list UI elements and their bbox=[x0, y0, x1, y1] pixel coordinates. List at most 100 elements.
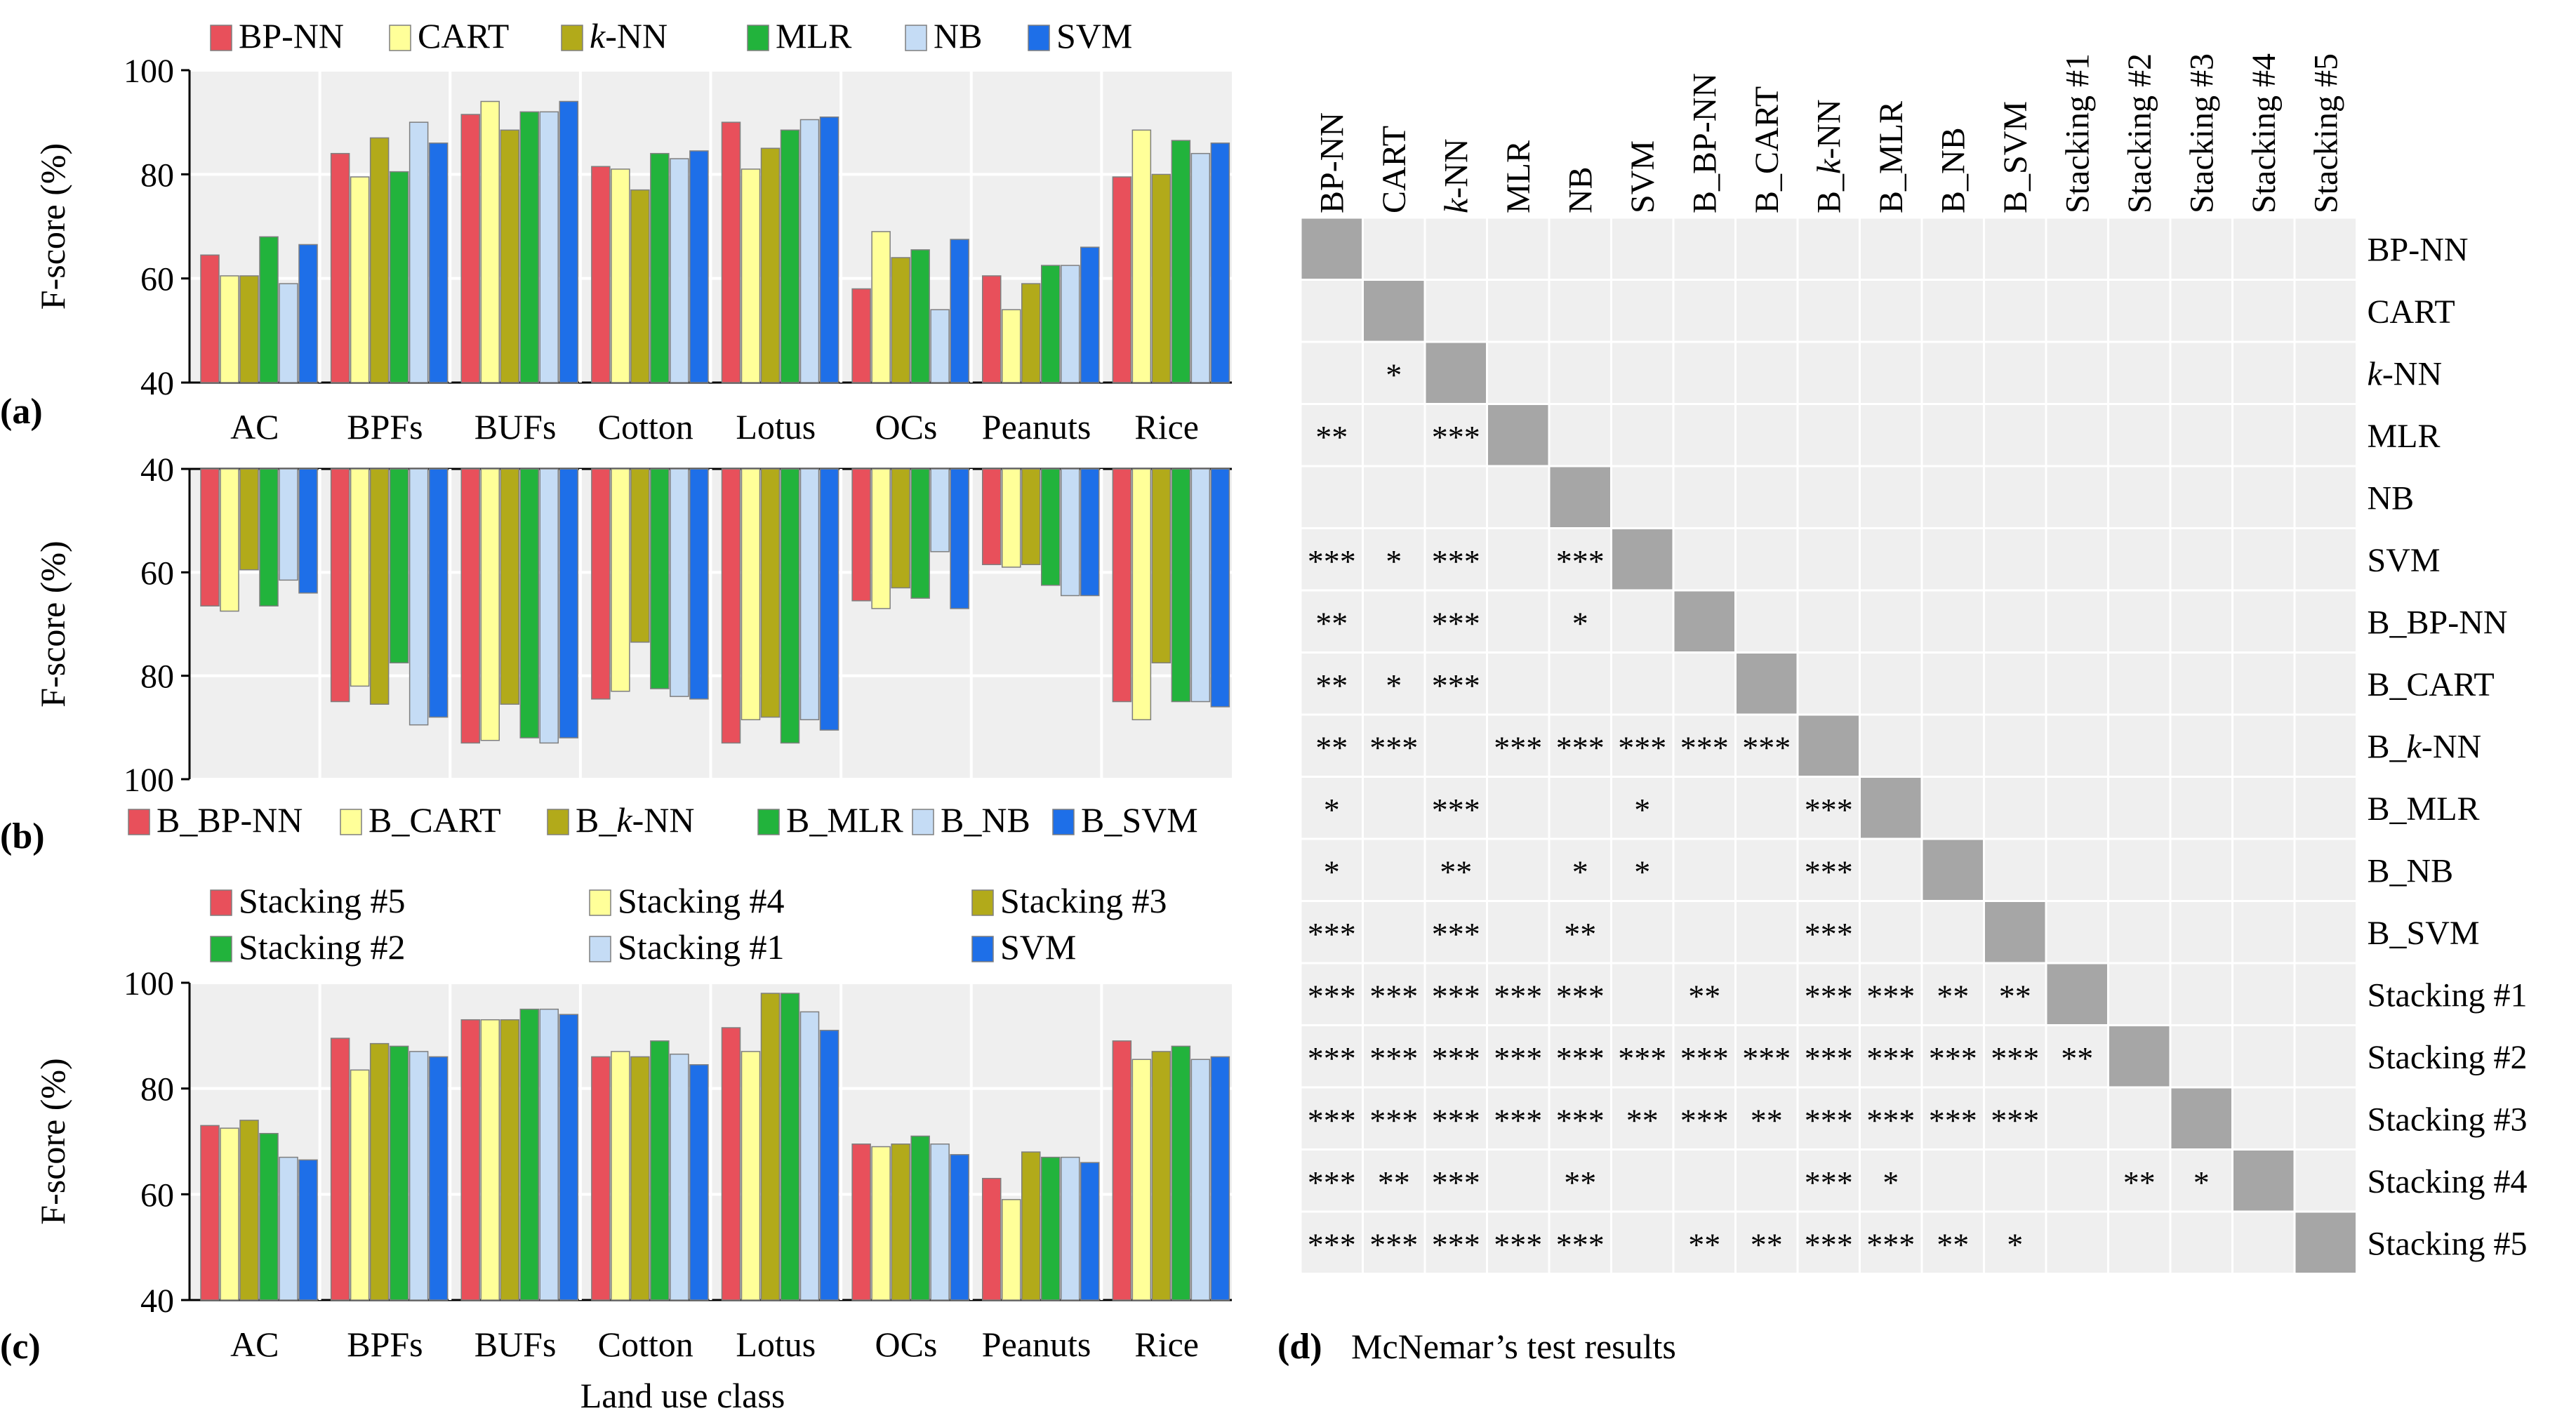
matrix-cell bbox=[1548, 713, 1612, 778]
matrix-cell bbox=[1610, 1148, 1675, 1213]
matrix-diagonal-cell bbox=[1362, 279, 1426, 343]
significance-mark: *** bbox=[1805, 792, 1853, 828]
bar bbox=[1041, 468, 1061, 586]
matrix-cell bbox=[2293, 527, 2358, 592]
matrix-cell bbox=[2169, 776, 2233, 840]
matrix-cell bbox=[1486, 216, 1551, 281]
matrix-cell bbox=[1672, 776, 1737, 840]
matrix-row-label: SVM bbox=[2368, 542, 2441, 579]
bar bbox=[910, 468, 930, 599]
matrix-cell bbox=[2107, 900, 2172, 965]
matrix-row-label: Stacking #3 bbox=[2368, 1101, 2528, 1138]
bar bbox=[1080, 246, 1100, 383]
matrix-diagonal-cell bbox=[2045, 962, 2109, 1026]
x-tick-label: BPFs bbox=[347, 1325, 423, 1364]
bar bbox=[1131, 1059, 1152, 1301]
matrix-cell bbox=[2045, 1086, 2109, 1151]
matrix-cell bbox=[1983, 1024, 2047, 1089]
bar bbox=[409, 121, 429, 383]
matrix-cell bbox=[1548, 1024, 1612, 1089]
bar bbox=[480, 1019, 500, 1301]
bar bbox=[539, 468, 559, 744]
panel-label-b: (b) bbox=[0, 816, 45, 856]
matrix-cell bbox=[1796, 279, 1861, 343]
bar bbox=[1021, 1151, 1041, 1301]
y-tick-label: 60 bbox=[140, 261, 174, 298]
y-tick-label: 80 bbox=[140, 658, 174, 696]
bar bbox=[1112, 468, 1132, 703]
matrix-cell bbox=[1486, 713, 1551, 778]
legend-swatch bbox=[547, 809, 569, 835]
matrix-cell bbox=[1610, 216, 1675, 281]
y-tick-label: 100 bbox=[124, 53, 174, 90]
bar bbox=[982, 468, 1002, 566]
bar bbox=[851, 288, 871, 383]
legend-entry: BP-NN bbox=[239, 16, 344, 55]
bar bbox=[741, 1051, 761, 1301]
y-tick-label: 40 bbox=[140, 1282, 174, 1320]
matrix-cell bbox=[1920, 651, 1985, 716]
bar bbox=[1171, 468, 1191, 703]
matrix-cell bbox=[1486, 837, 1551, 902]
significance-mark: *** bbox=[1308, 1102, 1356, 1138]
bar bbox=[799, 468, 820, 721]
matrix-cell bbox=[1920, 403, 1985, 468]
matrix-cell bbox=[1796, 216, 1861, 281]
bar bbox=[350, 1069, 370, 1301]
y-tick-label: 40 bbox=[140, 451, 174, 489]
legend-swatch bbox=[561, 25, 583, 51]
matrix-cell bbox=[2293, 340, 2358, 405]
legend-swatch bbox=[210, 25, 232, 51]
bar bbox=[428, 1056, 449, 1301]
significance-mark: ** bbox=[1937, 1226, 1969, 1262]
significance-mark: ** bbox=[1688, 1226, 1720, 1262]
matrix-cell bbox=[1548, 340, 1612, 405]
mcnemar-matrix-panel: *** ****** * *** ***** *** *** * ***** *** *** *** *… bbox=[1299, 53, 2528, 1275]
bar bbox=[220, 275, 239, 383]
matrix-cell bbox=[1672, 527, 1737, 592]
matrix-row-label: CART bbox=[2368, 293, 2455, 331]
bar bbox=[650, 468, 670, 689]
matrix-cell bbox=[1734, 962, 1799, 1026]
significance-mark: * bbox=[2193, 1165, 2210, 1200]
bar bbox=[1041, 1156, 1061, 1301]
significance-mark: *** bbox=[1432, 1226, 1480, 1262]
bar bbox=[1002, 309, 1021, 383]
significance-mark: *** bbox=[1556, 543, 1605, 579]
bar bbox=[279, 468, 298, 581]
matrix-cell bbox=[2045, 900, 2109, 965]
legend-swatch bbox=[389, 25, 411, 51]
bar bbox=[500, 468, 519, 705]
bar bbox=[559, 468, 578, 738]
significance-mark: *** bbox=[1556, 729, 1605, 765]
matrix-cell bbox=[2107, 340, 2172, 405]
matrix-cell bbox=[1299, 465, 1364, 529]
bar bbox=[741, 468, 761, 721]
significance-mark: ** bbox=[1626, 1102, 1659, 1138]
significance-mark: *** bbox=[1432, 605, 1480, 641]
legend-entry: k-NN bbox=[590, 16, 668, 55]
bar bbox=[559, 1014, 578, 1301]
matrix-cell bbox=[1796, 527, 1861, 592]
matrix-cell bbox=[2045, 837, 2109, 902]
significance-mark: *** bbox=[1805, 978, 1853, 1014]
matrix-cell bbox=[1362, 403, 1426, 468]
chart-panel-b: 40 60 80 100 F-score (%) B_BP-NN B_CART B_k-NN B… bbox=[33, 451, 1232, 840]
matrix-cell bbox=[1859, 962, 1923, 1026]
matrix-cell bbox=[1610, 651, 1675, 716]
matrix-cell bbox=[1734, 216, 1799, 281]
x-tick-label: AC bbox=[230, 1325, 279, 1364]
significance-mark: * bbox=[1386, 543, 1402, 579]
matrix-cell bbox=[2045, 1148, 2109, 1213]
matrix-cell bbox=[2293, 776, 2358, 840]
matrix-cell bbox=[2293, 900, 2358, 965]
matrix-cell bbox=[1734, 837, 1799, 902]
significance-mark: *** bbox=[1308, 1226, 1356, 1262]
matrix-cell bbox=[1362, 1148, 1426, 1213]
matrix-cell bbox=[1362, 900, 1426, 965]
matrix-cell bbox=[2231, 776, 2296, 840]
matrix-cell bbox=[1983, 216, 2047, 281]
significance-mark: ** bbox=[1315, 729, 1348, 765]
matrix-cell bbox=[1610, 403, 1675, 468]
chart-panel-a: 40 60 80 100 F-score (%) AC BPFs BUFs Cotton Lotu… bbox=[33, 16, 1232, 446]
